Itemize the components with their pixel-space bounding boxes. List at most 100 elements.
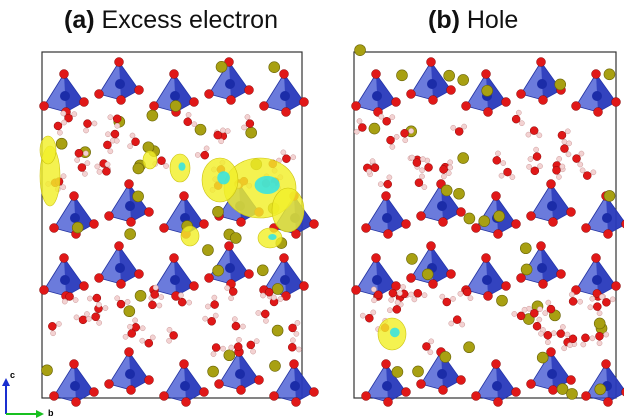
tetrahedron-face xyxy=(74,364,94,402)
hydrogen-atom xyxy=(94,163,101,170)
cation-atom xyxy=(256,264,269,277)
hydrogen-atom xyxy=(210,351,217,357)
central-atom xyxy=(372,275,382,285)
oxygen-atom xyxy=(383,229,393,239)
cation-atom xyxy=(223,349,236,362)
oxygen-atom xyxy=(114,57,124,67)
central-atom xyxy=(225,263,235,273)
central-atom xyxy=(547,369,557,379)
oxygen-atom xyxy=(59,69,69,79)
water-oxygen xyxy=(213,130,223,140)
hydrogen-atom xyxy=(521,306,528,313)
axes-indicator xyxy=(2,378,44,418)
cation-atom xyxy=(55,137,68,150)
hydrogen-atom xyxy=(421,292,428,299)
oxygen-atom xyxy=(526,379,536,389)
cation-atom xyxy=(443,69,455,82)
central-atom xyxy=(180,381,190,391)
hydrogen-atom xyxy=(450,124,457,131)
oxygen-atom xyxy=(199,387,209,397)
oxygen-atom xyxy=(104,379,114,389)
hydrogen-atom xyxy=(561,345,568,352)
cation-atom xyxy=(245,126,257,139)
hydrogen-atom xyxy=(495,150,501,157)
oxygen-atom xyxy=(483,107,493,117)
water-oxygen xyxy=(516,311,526,321)
central-atom xyxy=(170,91,180,101)
water-oxygen xyxy=(386,135,395,145)
hydrogen-atom xyxy=(561,138,568,145)
hydrogen-atom xyxy=(105,131,111,138)
oxygen-atom xyxy=(134,269,144,279)
water-oxygen xyxy=(358,123,367,132)
oxygen-atom xyxy=(39,285,49,295)
hydrogen-atom xyxy=(220,345,226,352)
hydrogen-atom xyxy=(419,173,425,180)
water-oxygen xyxy=(177,297,187,307)
oxygen-atom xyxy=(189,281,199,291)
hydrogen-atom xyxy=(400,284,406,290)
hydrogen-atom xyxy=(402,137,409,144)
panel-b-structure xyxy=(351,44,624,407)
panel-b-title: (b) Hole xyxy=(428,6,518,35)
water-oxygen xyxy=(422,342,431,351)
oxygen-atom xyxy=(236,217,246,227)
oxygen-atom xyxy=(446,85,456,95)
cation-atom xyxy=(215,61,228,73)
cation-atom xyxy=(593,317,606,330)
hydrogen-atom xyxy=(185,111,192,118)
hydrogen-atom xyxy=(56,321,62,327)
cation-atom xyxy=(212,205,224,218)
tetrahedron-face xyxy=(184,364,204,402)
hydrogen-atom xyxy=(388,297,395,303)
water-oxygen xyxy=(112,114,122,124)
cation-atom xyxy=(556,383,569,395)
cation-atom xyxy=(406,253,418,265)
hydrogen-atom xyxy=(260,292,266,299)
oxygen-atom xyxy=(391,97,401,107)
hydrogen-atom xyxy=(447,159,454,166)
cation-atom xyxy=(202,244,214,256)
tetrahedron-face xyxy=(386,364,406,402)
oxygen-atom xyxy=(69,191,79,201)
central-atom xyxy=(280,275,290,285)
hydrogen-atom xyxy=(409,154,415,161)
oxygen-atom xyxy=(516,273,526,283)
water-oxygen xyxy=(92,293,102,303)
hydrogen-atom xyxy=(96,319,103,326)
water-oxygen xyxy=(392,305,402,314)
water-oxygen xyxy=(64,113,73,123)
hydrogen-atom xyxy=(114,295,121,302)
hydrogen-atom xyxy=(408,128,415,134)
water-oxygen xyxy=(210,300,219,309)
tetrahedron-face xyxy=(606,364,624,402)
hydrogen-atom xyxy=(559,163,566,170)
hydrogen-atom xyxy=(527,156,534,162)
water-oxygen xyxy=(581,333,590,343)
cation-atom xyxy=(41,364,53,377)
oxygen-atom xyxy=(351,101,361,111)
hydrogen-atom xyxy=(556,156,563,162)
water-oxygen xyxy=(102,167,111,176)
hydrogen-atom xyxy=(564,331,571,338)
hydrogen-atom xyxy=(158,294,165,300)
oxygen-atom xyxy=(289,359,299,369)
central-atom xyxy=(437,201,447,211)
oxygen-atom xyxy=(169,253,179,263)
oxygen-atom xyxy=(483,291,493,301)
cation-atom xyxy=(212,264,224,277)
hydrogen-atom xyxy=(218,138,225,145)
hydrogen-atom xyxy=(96,301,102,308)
oxygen-atom xyxy=(481,253,491,263)
water-oxygen xyxy=(110,129,120,139)
hydrogen-atom xyxy=(564,128,571,135)
hydrogen-atom xyxy=(397,290,403,297)
isosurface-inner-lobe xyxy=(254,176,280,194)
tetrahedron-face xyxy=(284,74,304,112)
water-oxygen xyxy=(414,178,424,187)
central-atom xyxy=(372,91,382,101)
tetrahedron-face xyxy=(551,184,571,222)
oxygen-atom xyxy=(471,391,481,401)
oxygen-atom xyxy=(236,385,246,395)
